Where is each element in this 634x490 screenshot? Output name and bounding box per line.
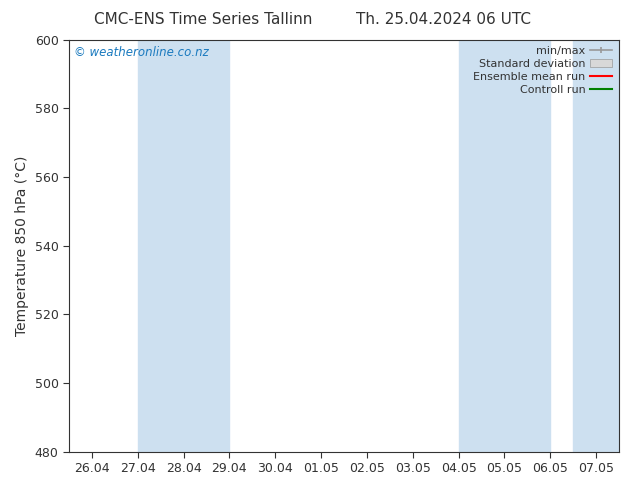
Y-axis label: Temperature 850 hPa (°C): Temperature 850 hPa (°C): [15, 155, 29, 336]
Text: CMC-ENS Time Series Tallinn: CMC-ENS Time Series Tallinn: [94, 12, 312, 27]
Text: Th. 25.04.2024 06 UTC: Th. 25.04.2024 06 UTC: [356, 12, 531, 27]
Bar: [458, 40, 550, 452]
Bar: [138, 40, 230, 452]
Bar: [573, 40, 619, 452]
Text: © weatheronline.co.nz: © weatheronline.co.nz: [74, 46, 209, 59]
Legend: min/max, Standard deviation, Ensemble mean run, Controll run: min/max, Standard deviation, Ensemble me…: [469, 42, 617, 99]
